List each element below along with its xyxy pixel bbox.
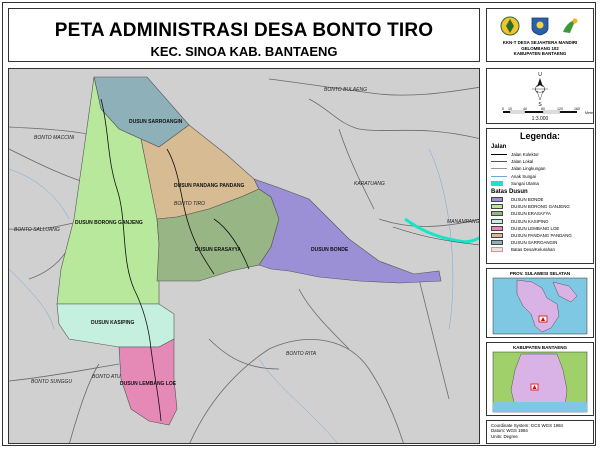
svg-text:Meter: Meter	[585, 111, 593, 115]
label-dusun-erasayya: DUSUN ERASAYYA	[195, 247, 241, 253]
legend-item: Anak Sungai	[491, 173, 589, 180]
legend-item: Batas Desa/Kelurahan	[491, 246, 589, 253]
map-sheet-border	[2, 2, 596, 446]
place-labels: BONTO BULAENG BONTO MACCINI BONTO TIRO K…	[14, 87, 480, 385]
collector-roads	[100, 98, 250, 422]
svg-text:120: 120	[557, 107, 563, 111]
legend-item: DUSUN BORONG GANJENG	[491, 203, 589, 210]
dusun-lembang-loe-area[interactable]	[118, 338, 178, 426]
province-inset-title: PROV. SULAWESI SELATAN	[509, 271, 571, 276]
river-bank	[392, 226, 479, 246]
svg-text:0: 0	[502, 107, 504, 111]
label-bonto-salluang: BONTO SALLUANG	[14, 227, 60, 233]
units: Units: Degree	[491, 433, 518, 439]
svg-text:40: 40	[523, 107, 527, 111]
legend-item: DUSUN LEMBANG LOE	[491, 225, 589, 232]
svg-text:80: 80	[541, 107, 545, 111]
label-bonto-bulaeng: BONTO BULAENG	[324, 87, 367, 93]
map-canvas: DUSUN SARROANGIN DUSUN PANDANG PANDANG D…	[9, 69, 480, 443]
label-manampang: MANAMPANG	[447, 219, 480, 225]
title-panel: PETA ADMINISTRASI DESA BONTO TIRO KEC. S…	[8, 8, 480, 62]
minor-streams	[9, 148, 454, 443]
dusun-labels: DUSUN SARROANGIN DUSUN PANDANG PANDANG D…	[75, 119, 349, 387]
regency-inset-map	[492, 351, 588, 413]
org-line-2: GELOMBANG 102	[521, 45, 559, 51]
legend-item: DUSUN PANDANG PANDANG	[491, 232, 589, 239]
main-river	[404, 217, 479, 244]
svg-text:S: S	[538, 102, 542, 108]
north-arrow-and-scale: U S 0 10 40 80 120 160 Meter 1:3.000	[502, 72, 595, 122]
university-logo-icon	[500, 16, 520, 36]
label-dusun-kasiping: DUSUN KASIPING	[91, 320, 134, 326]
kkn-logo-icon	[563, 18, 578, 33]
province-inset-map	[492, 277, 588, 335]
coordinate-system: Coordinate System: GCS WGS 1984	[491, 423, 563, 428]
svg-text:1:3.000: 1:3.000	[532, 116, 549, 122]
label-dusun-lembang-loe: DUSUN LEMBANG LOE	[120, 381, 177, 387]
label-dusun-sarroangin: DUSUN SARROANGIN	[129, 119, 183, 125]
legend-item: Jalan Lokal	[491, 158, 589, 165]
label-dusun-pandang-pandang: DUSUN PANDANG PANDANG	[174, 183, 244, 189]
label-bonto-maccini: BONTO MACCINI	[34, 135, 75, 141]
legend-panel: Legenda: Jalan Jalan Kolektor Jalan Loka…	[486, 128, 594, 264]
regency-inset: KABUPATEN BANTAENG	[486, 342, 594, 416]
map-subtitle: KEC. SINOA KAB. BANTAENG	[150, 44, 338, 59]
label-bonto-atu: BONTO ATU	[92, 374, 121, 380]
regency-crest-icon	[531, 17, 549, 36]
label-karatuang: KARATUANG	[354, 181, 385, 187]
org-line-1: KKN-T DESA SEJAHTERA MANDIRI	[502, 40, 578, 45]
legend-item: DUSUN KASIPING	[491, 218, 589, 225]
legend-item: Jalan Lingkungan	[491, 165, 589, 172]
legend-boundary-heading: Batas Dusun	[491, 188, 528, 195]
label-bonto-tiro: BONTO TIRO	[174, 201, 205, 207]
scale-panel: U S 0 10 40 80 120 160 Meter 1:3.000	[486, 68, 595, 124]
coordinate-info: Coordinate System: GCS WGS 1984 Datum: W…	[486, 420, 594, 444]
org-line-3: KABUPATEN BANTAENG	[513, 51, 567, 56]
svg-text:U: U	[538, 72, 542, 78]
org-text: KKN-T DESA SEJAHTERA MANDIRI GELOMBANG 1…	[487, 40, 593, 57]
label-bonto-sunggu: BONTO SUNGGU	[31, 379, 72, 385]
datum: Datum: WGS 1984	[491, 428, 528, 434]
scale-bar: 0 10 40 80 120 160 Meter 1:3.000	[502, 107, 595, 122]
province-inset: PROV. SULAWESI SELATAN	[486, 268, 594, 338]
legend-title: Legenda:	[519, 131, 560, 141]
legend-item: Sungai Utama	[491, 180, 589, 187]
logo-row	[487, 15, 593, 37]
map-title: PETA ADMINISTRASI DESA BONTO TIRO	[54, 20, 434, 41]
legend-item: DUSUN BONDE	[491, 196, 589, 203]
svg-text:10: 10	[508, 107, 512, 111]
north-arrow-icon: U S	[532, 72, 548, 108]
legend-roads-heading: Jalan	[491, 144, 507, 150]
institution-panel: KKN-T DESA SEJAHTERA MANDIRI GELOMBANG 1…	[486, 8, 594, 62]
svg-text:160: 160	[574, 107, 580, 111]
legend-item: DUSUN SARROANGIN	[491, 239, 589, 246]
label-bonto-rita: BONTO RITA	[286, 351, 317, 357]
legend-item: DUSUN ERASAYYA	[491, 210, 589, 217]
label-dusun-bonde: DUSUN BONDE	[311, 247, 349, 253]
main-map: DUSUN SARROANGIN DUSUN PANDANG PANDANG D…	[8, 68, 480, 444]
legend-item: Jalan Kolektor	[491, 151, 589, 158]
regency-inset-title: KABUPATEN BANTAENG	[513, 345, 567, 350]
label-dusun-borong-ganjeng: DUSUN BORONG GANJENG	[75, 220, 143, 226]
dusun-bonde-area[interactable]	[253, 178, 442, 284]
